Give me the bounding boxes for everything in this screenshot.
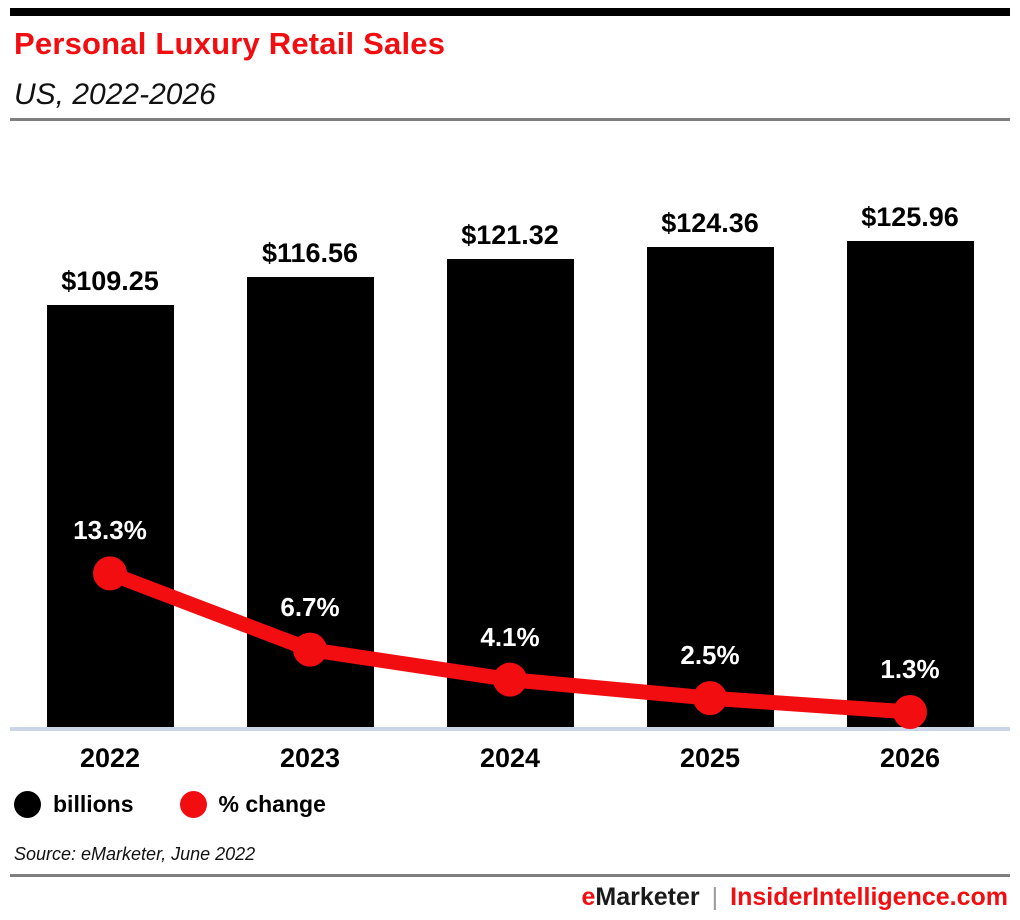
header-divider: [10, 118, 1010, 121]
pct-change-line-layer: [93, 556, 927, 729]
bar-2026: [846, 241, 974, 727]
brand-emarketer-e: e: [581, 883, 596, 911]
pct-change-label-2024: 4.1%: [480, 621, 540, 652]
chart-title: Personal Luxury Retail Sales: [14, 26, 446, 61]
legend-label-pct-change: % change: [218, 791, 326, 817]
legend-item-pct-change: % change: [179, 791, 326, 818]
brand-emarketer-rest: Marketer: [595, 883, 700, 911]
bar-value-label-2022: $109.25: [61, 266, 159, 297]
x-axis-label-2025: 2025: [679, 743, 741, 773]
x-axis-label-2023: 2023: [279, 743, 341, 773]
source-note: Source: eMarketer, June 2022: [14, 844, 256, 864]
billions-dot-icon: [14, 791, 41, 818]
bar-2024: [446, 258, 574, 727]
top-accent-bar: [10, 8, 1010, 16]
footer-divider: [10, 874, 1010, 877]
pct-change-point-2024: [493, 662, 527, 697]
pct-change-point-2023: [293, 632, 327, 667]
bar-value-label-2023: $116.56: [261, 238, 359, 269]
x-axis-label-2022: 2022: [79, 743, 141, 773]
chart-area: $109.25 2022 13.3% $116.56 2023 6.7% $121.32 20…: [10, 130, 1010, 775]
pct-change-label-2025: 2.5%: [680, 640, 740, 671]
pct-change-label-2022: 13.3%: [73, 515, 147, 546]
bar-2025: [646, 247, 774, 727]
x-axis-label-2026: 2026: [879, 743, 941, 773]
x-axis-label-2024: 2024: [479, 743, 541, 773]
pct-change-dot-icon: [179, 791, 207, 818]
chart-subtitle: US, 2022-2026: [14, 78, 216, 111]
pct-change-label-2023: 6.7%: [280, 591, 340, 622]
brand-site-text: InsiderIntelligence.com: [730, 883, 1008, 911]
legend: billions % change: [14, 791, 326, 818]
pct-change-label-2026: 1.3%: [880, 653, 940, 684]
bar-value-label-2024: $121.32: [461, 219, 559, 250]
pct-change-point-2022: [93, 556, 127, 591]
bar-value-label-2025: $124.36: [661, 208, 759, 239]
x-axis-line: [10, 727, 1010, 731]
legend-label-billions: billions: [53, 791, 134, 817]
pct-change-point-2026: [893, 694, 927, 729]
brand-divider-bar: |: [711, 883, 719, 911]
bar-2022: [46, 305, 174, 727]
pct-change-point-2025: [693, 681, 727, 716]
bar-value-label-2026: $125.96: [861, 202, 959, 232]
brand-footer: eMarketer | InsiderIntelligence.com: [582, 883, 1009, 912]
legend-item-billions: billions: [14, 791, 134, 818]
